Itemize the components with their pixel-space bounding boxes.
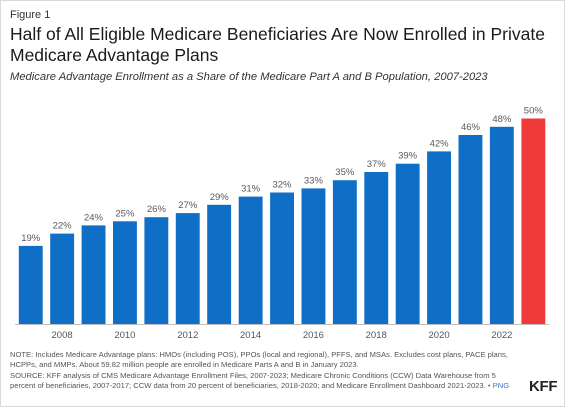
- bar-2008: [50, 233, 75, 324]
- footnote: NOTE: Includes Medicare Advantage plans:…: [10, 350, 510, 392]
- bar-2009: [81, 225, 106, 324]
- chart-title: Half of All Eligible Medicare Beneficiar…: [10, 24, 545, 65]
- data-label-2012: 27%: [178, 200, 198, 211]
- bar-2010: [113, 221, 137, 324]
- bar-2016: [301, 188, 326, 324]
- data-label-2023: 50%: [524, 106, 544, 117]
- x-tick-label-2018: 2018: [366, 330, 387, 341]
- x-ticks-group: 2008 2010 2012 2014 2016 2018 2020 2022: [52, 330, 513, 341]
- bar-2021: [458, 135, 483, 324]
- data-label-2007: 19%: [21, 233, 41, 244]
- kff-logo: KFF: [529, 378, 558, 395]
- x-tick-label-2020: 2020: [429, 330, 450, 341]
- figure-label: Figure 1: [10, 9, 51, 21]
- data-label-2016: 33%: [304, 175, 324, 186]
- x-tick-label-2008: 2008: [52, 330, 73, 341]
- bar-2015: [270, 192, 294, 324]
- data-label-2013: 29%: [210, 192, 230, 203]
- x-tick-label-2014: 2014: [240, 330, 261, 341]
- note-text: NOTE: Includes Medicare Advantage plans:…: [10, 350, 508, 370]
- x-tick-label-2022: 2022: [491, 330, 512, 341]
- data-label-2015: 32%: [272, 180, 292, 191]
- data-label-2017: 35%: [335, 167, 355, 178]
- bar-2007: [18, 245, 43, 324]
- x-tick-label-2012: 2012: [177, 330, 198, 341]
- bar-2020: [427, 151, 451, 324]
- x-tick-label-2010: 2010: [114, 330, 135, 341]
- bar-2011: [144, 217, 169, 324]
- bar-2017: [332, 180, 357, 324]
- bars-group: [18, 118, 546, 324]
- data-label-2008: 22%: [53, 221, 73, 232]
- data-label-2009: 24%: [84, 212, 104, 223]
- bar-2014: [238, 196, 263, 324]
- data-labels-group: 19% 22% 24% 25% 26% 27% 29% 31% 32% 33% 35% 37% 39% 4…: [21, 106, 543, 244]
- bar-2023: [521, 118, 546, 324]
- png-download-link[interactable]: • PNG: [487, 381, 510, 391]
- data-label-2022: 48%: [492, 114, 512, 125]
- bar-2022: [489, 126, 514, 324]
- bar-2018: [364, 172, 389, 324]
- data-label-2011: 26%: [147, 204, 167, 215]
- x-tick-label-2016: 2016: [303, 330, 324, 341]
- data-label-2019: 39%: [398, 151, 418, 162]
- source-text: SOURCE: KFF analysis of CMS Medicare Adv…: [10, 370, 496, 391]
- chart-subtitle: Medicare Advantage Enrollment as a Share…: [10, 71, 488, 83]
- bar-2019: [395, 163, 420, 324]
- data-label-2010: 25%: [115, 208, 135, 219]
- bar-2012: [175, 213, 200, 324]
- data-label-2018: 37%: [367, 159, 387, 170]
- data-label-2020: 42%: [430, 138, 450, 149]
- bar-2013: [207, 204, 232, 324]
- data-label-2021: 46%: [461, 122, 481, 133]
- data-label-2014: 31%: [241, 184, 261, 195]
